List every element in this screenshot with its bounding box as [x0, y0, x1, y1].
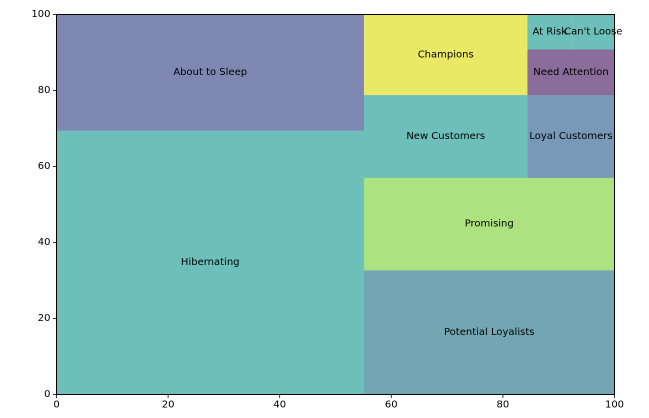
treemap-rect — [363, 177, 615, 271]
treemap-rect — [363, 270, 615, 395]
y-axis: 0 20 40 60 80 100 — [31, 9, 57, 400]
treemap-labels: Hibernating About to Sleep Potential Loyal… — [173, 26, 622, 337]
x-tick-label: 40 — [273, 400, 286, 411]
treemap-rect — [527, 14, 573, 50]
y-tick-label: 20 — [38, 313, 51, 324]
treemap-rect-label: Champions — [418, 49, 474, 60]
y-tick-label: 60 — [38, 161, 51, 172]
x-tick-label: 0 — [53, 400, 59, 411]
plot-frame — [56, 14, 615, 395]
treemap-rect — [527, 49, 615, 96]
treemap-rect-label: About to Sleep — [173, 67, 247, 78]
treemap-rect-label: At Risk — [533, 26, 568, 37]
treemap-rect — [363, 14, 528, 96]
treemap-rect — [56, 130, 364, 395]
y-tick-label: 0 — [44, 389, 50, 400]
x-tick-label: 20 — [162, 400, 175, 411]
treemap-rect — [572, 14, 615, 50]
treemap-rect-label: New Customers — [406, 131, 485, 142]
treemap-rect-label: Can't Loose — [564, 26, 622, 37]
x-axis: 0 20 40 60 80 100 — [53, 394, 624, 411]
y-tick-label: 100 — [31, 9, 50, 20]
x-tick-label: 100 — [605, 400, 624, 411]
treemap-rect — [56, 14, 364, 131]
treemap-rect-label: Hibernating — [181, 257, 240, 268]
x-tick-label: 80 — [497, 400, 510, 411]
treemap-rect-label: Loyal Customers — [529, 131, 612, 142]
treemap-rect — [527, 95, 615, 178]
treemap-rect-label: Promising — [465, 219, 514, 230]
treemap-rect — [363, 95, 528, 178]
x-tick-label: 60 — [385, 400, 398, 411]
y-tick-label: 80 — [38, 85, 51, 96]
treemap-rect-label: Need Attention — [533, 67, 608, 78]
treemap-rectangles — [56, 14, 615, 395]
treemap-rect-label: Potential Loyalists — [444, 327, 534, 338]
y-tick-label: 40 — [38, 237, 51, 248]
